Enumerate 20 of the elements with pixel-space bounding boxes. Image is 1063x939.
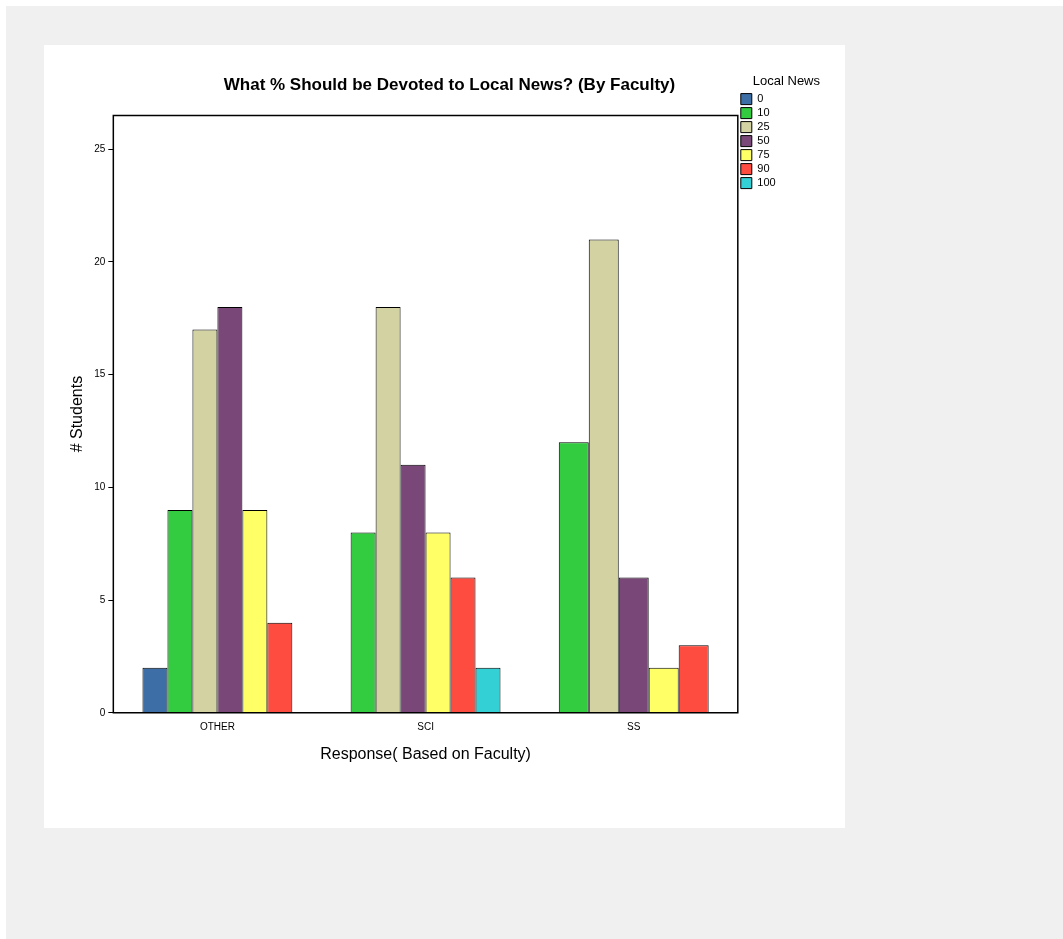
legend-label: 100 xyxy=(757,176,776,189)
x-tick-label: OTHER xyxy=(199,720,235,732)
x-axis-title: Response( Based on Faculty) xyxy=(320,744,531,762)
legend-label: 50 xyxy=(757,134,770,147)
y-tick-label: 15 xyxy=(94,368,106,380)
legend-title: Local News xyxy=(752,73,821,89)
legend-label: 25 xyxy=(757,120,770,133)
y-tick-label: 10 xyxy=(94,481,106,493)
x-tick-label: SS xyxy=(627,720,641,732)
y-tick-label: 20 xyxy=(94,255,106,267)
legend-label: 90 xyxy=(757,162,770,175)
legend-label: 75 xyxy=(757,148,770,161)
y-axis-title: # Students xyxy=(68,375,86,453)
chart-title: What % Should be Devoted to Local News? (By Faculty) xyxy=(223,74,676,94)
x-tick-label: SCI xyxy=(417,720,434,732)
legend-label: 0 xyxy=(757,92,764,105)
y-tick-label: 5 xyxy=(99,593,106,605)
legend-label: 10 xyxy=(757,106,770,119)
y-tick-label: 25 xyxy=(94,142,106,154)
y-tick-label: 0 xyxy=(99,706,106,718)
